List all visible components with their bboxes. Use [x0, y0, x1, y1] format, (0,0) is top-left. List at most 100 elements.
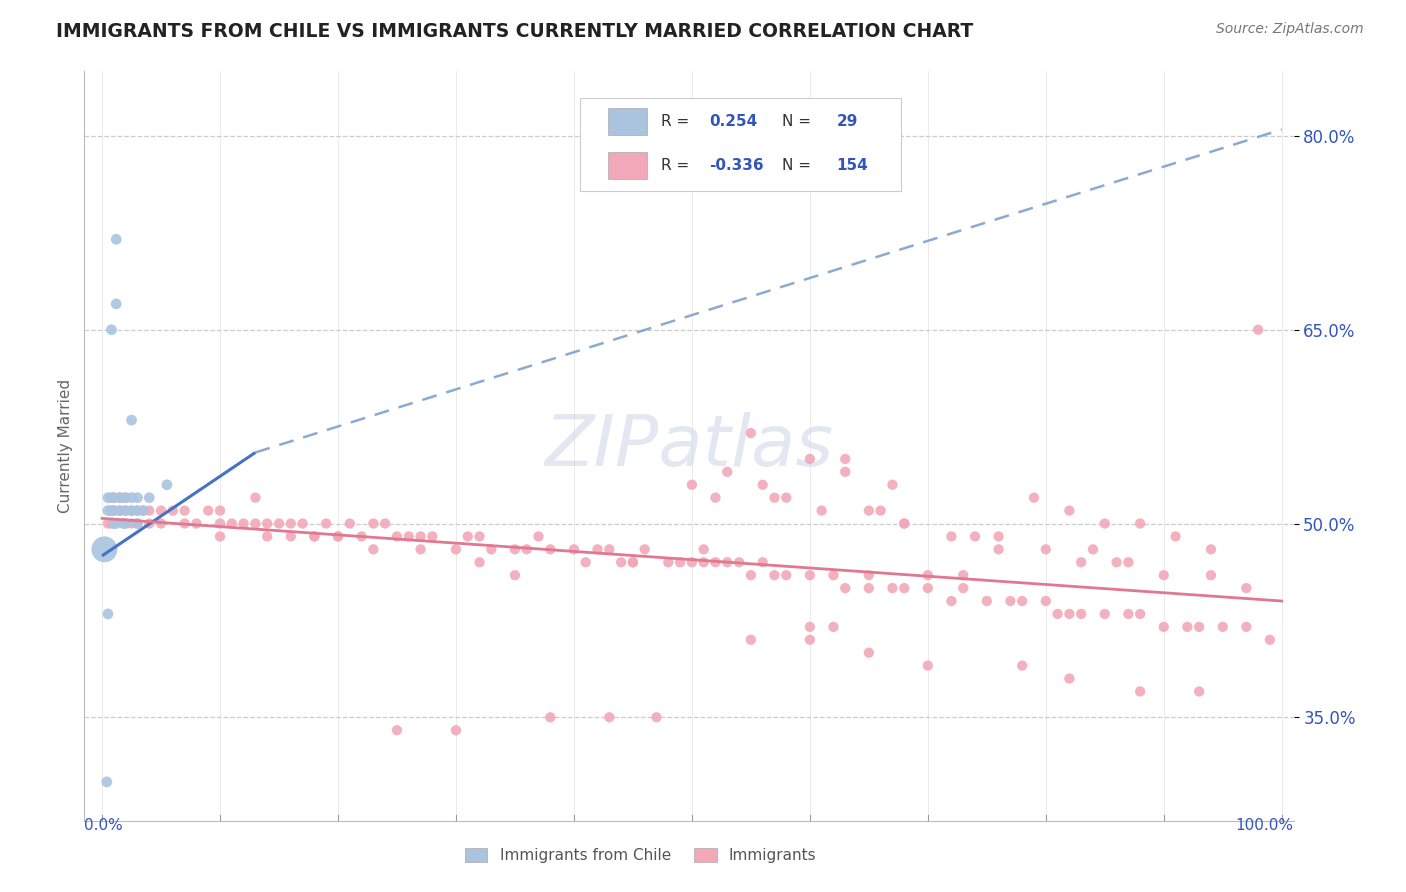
Point	[740, 426, 762, 441]
Point	[1188, 684, 1211, 698]
Point	[138, 503, 160, 517]
Point	[100, 503, 122, 517]
Point	[132, 503, 155, 517]
Point	[385, 529, 408, 543]
Point	[751, 477, 773, 491]
Point	[103, 516, 125, 531]
Point	[1081, 542, 1104, 557]
Point	[105, 516, 128, 531]
Point	[1129, 684, 1152, 698]
Point	[132, 503, 155, 517]
Point	[1011, 658, 1033, 673]
Point	[952, 581, 974, 595]
Point	[121, 503, 143, 517]
Point	[1188, 620, 1211, 634]
Text: R =: R =	[661, 114, 689, 129]
Point	[952, 568, 974, 582]
Point	[108, 503, 131, 517]
Point	[751, 555, 773, 569]
Point	[893, 516, 915, 531]
Point	[704, 555, 727, 569]
Point	[197, 503, 219, 517]
Point	[799, 632, 821, 647]
Point	[1129, 607, 1152, 621]
Text: 154: 154	[837, 158, 869, 172]
Point	[96, 775, 118, 789]
Point	[291, 516, 314, 531]
Point	[858, 568, 880, 582]
Point	[108, 491, 131, 505]
Point	[103, 503, 125, 517]
Point	[503, 542, 526, 557]
Point	[100, 516, 122, 531]
Point	[598, 710, 620, 724]
Point	[538, 710, 561, 724]
Point	[858, 503, 880, 517]
Text: N =: N =	[782, 158, 811, 172]
Point	[1199, 568, 1222, 582]
Point	[97, 516, 120, 531]
Point	[586, 542, 609, 557]
Point	[1046, 607, 1069, 621]
Point	[208, 529, 231, 543]
Point	[869, 503, 891, 517]
Point	[1094, 607, 1116, 621]
Point	[350, 529, 373, 543]
Point	[1234, 581, 1257, 595]
Point	[479, 542, 502, 557]
Point	[834, 581, 856, 595]
Point	[232, 516, 254, 531]
Point	[1234, 620, 1257, 634]
Point	[114, 491, 136, 505]
Point	[799, 451, 821, 466]
Point	[799, 568, 821, 582]
Point	[280, 516, 302, 531]
Point	[398, 529, 420, 543]
Point	[775, 568, 797, 582]
Point	[256, 516, 278, 531]
Point	[692, 555, 714, 569]
Point	[740, 568, 762, 582]
Point	[917, 658, 939, 673]
Point	[987, 542, 1010, 557]
Point	[634, 542, 657, 557]
Point	[740, 632, 762, 647]
Point	[1070, 607, 1092, 621]
Point	[893, 516, 915, 531]
Point	[527, 529, 550, 543]
Point	[516, 542, 538, 557]
Y-axis label: Currently Married: Currently Married	[58, 379, 73, 513]
Point	[621, 555, 644, 569]
Text: -0.336: -0.336	[710, 158, 763, 172]
Point	[823, 620, 845, 634]
Point	[858, 581, 880, 595]
Point	[97, 607, 120, 621]
Point	[1258, 632, 1281, 647]
Text: Source: ZipAtlas.com: Source: ZipAtlas.com	[1216, 22, 1364, 37]
Text: ZIPatlas: ZIPatlas	[544, 411, 834, 481]
Point	[315, 516, 337, 531]
Point	[221, 516, 243, 531]
Point	[941, 594, 963, 608]
Point	[304, 529, 326, 543]
Point	[1118, 555, 1140, 569]
Point	[173, 503, 195, 517]
Point	[503, 568, 526, 582]
FancyBboxPatch shape	[581, 97, 901, 191]
Point	[97, 503, 120, 517]
Point	[267, 516, 290, 531]
Point	[1000, 594, 1022, 608]
Point	[657, 555, 679, 569]
Point	[716, 465, 738, 479]
Point	[138, 491, 160, 505]
Point	[256, 529, 278, 543]
Point	[1153, 620, 1175, 634]
FancyBboxPatch shape	[607, 152, 647, 178]
Point	[100, 323, 122, 337]
Point	[208, 516, 231, 531]
Point	[882, 581, 904, 595]
Point	[103, 503, 125, 517]
Point	[941, 529, 963, 543]
Point	[127, 503, 149, 517]
Point	[562, 542, 585, 557]
